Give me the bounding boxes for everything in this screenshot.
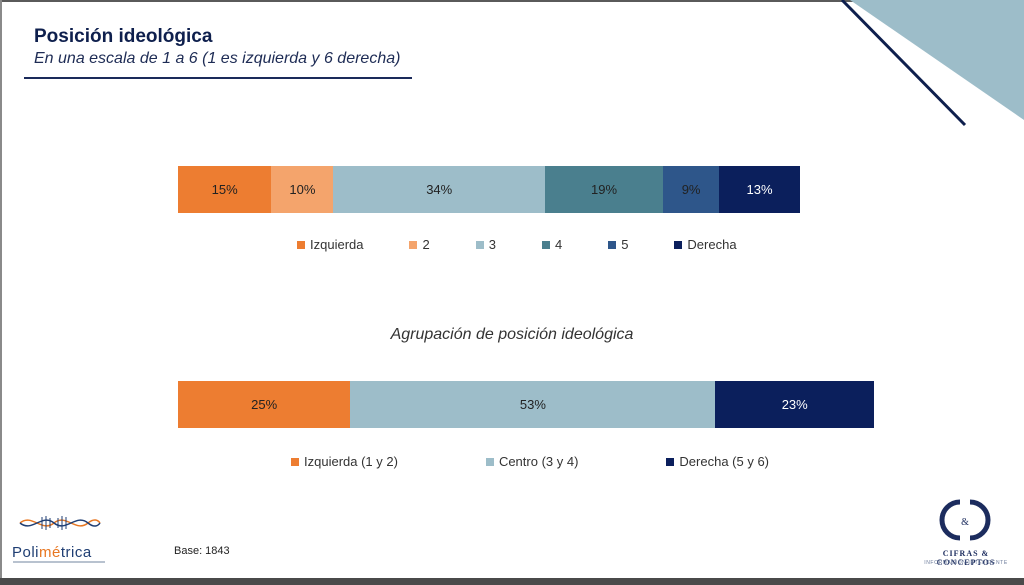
bar-segment-izquierda-1-y-2: 25% xyxy=(178,381,351,428)
window-frame-left xyxy=(0,0,2,585)
bar-segment-derecha-5-y-6: 23% xyxy=(715,381,874,428)
legend-label: Derecha xyxy=(687,237,737,252)
bar-segment-5: 9% xyxy=(663,166,720,213)
data-label: 9% xyxy=(681,182,701,197)
data-label: 34% xyxy=(426,182,453,197)
legend-label: Derecha (5 y 6) xyxy=(679,454,770,469)
svg-text:&: & xyxy=(961,517,969,528)
legend-item: 2 xyxy=(409,237,430,252)
legend-label: 2 xyxy=(422,237,430,252)
data-label: 25% xyxy=(251,397,278,412)
bar-segment-centro-3-y-4: 53% xyxy=(350,381,716,428)
data-label: 23% xyxy=(781,397,808,412)
title-underline xyxy=(24,77,412,79)
legend-item: 4 xyxy=(541,237,563,252)
data-label: 19% xyxy=(591,182,618,197)
data-label: 53% xyxy=(519,397,546,412)
legend-item: 3 xyxy=(475,237,496,252)
grouping-stacked-bar: 25% 53% 23% xyxy=(178,381,874,428)
window-frame-bottom xyxy=(0,578,1024,585)
data-label: 10% xyxy=(289,182,316,197)
data-label: 15% xyxy=(211,182,238,197)
window-frame-top xyxy=(0,0,1024,2)
legend-swatch xyxy=(475,240,484,249)
bar-segment-4: 19% xyxy=(544,166,664,213)
bar-segment-izquierda: 15% xyxy=(178,166,272,213)
scale-stacked-bar: 15% 10% 34% 19% 9% 13% xyxy=(178,166,800,213)
legend-swatch xyxy=(666,457,675,466)
cifras-conceptos-logo-icon: & xyxy=(939,499,991,541)
legend-swatch xyxy=(674,240,683,249)
page-title: Posición ideológica xyxy=(34,26,213,47)
legend-label: Centro (3 y 4) xyxy=(498,454,579,469)
legend-item: Izquierda (1 y 2) xyxy=(291,454,398,469)
page-subtitle: En una escala de 1 a 6 (1 es izquierda y… xyxy=(34,50,401,67)
grouping-chart-title: Agrupación de posición ideológica xyxy=(390,326,634,343)
bar-segment-2: 10% xyxy=(271,166,334,213)
corner-diagonal-line xyxy=(840,0,967,127)
data-label: 13% xyxy=(746,182,773,197)
legend-label: Izquierda (1 y 2) xyxy=(304,454,398,469)
legend-swatch xyxy=(608,240,617,249)
legend-swatch xyxy=(291,457,299,466)
legend-item: Izquierda xyxy=(297,237,363,252)
legend-item: Derecha xyxy=(674,237,737,252)
base-note: Base: 1843 xyxy=(174,545,230,557)
cifras-conceptos-tagline: INFORMACIÓN INTELIGENTE xyxy=(924,560,1008,566)
legend-swatch xyxy=(541,240,550,249)
legend-label: 5 xyxy=(621,237,629,252)
legend-item: Derecha (5 y 6) xyxy=(666,454,769,469)
legend-label: 3 xyxy=(488,237,496,252)
legend-item: 5 xyxy=(608,237,628,252)
legend-swatch xyxy=(485,457,494,466)
cifras-conceptos-name: CIFRAS & CONCEPTOS xyxy=(936,549,996,567)
legend-swatch xyxy=(409,240,418,249)
scale-legend: Izquierda 2 3 4 5 Derecha xyxy=(297,237,737,252)
bar-segment-derecha: 13% xyxy=(719,166,800,213)
bar-segment-3: 34% xyxy=(333,166,545,213)
grouping-legend: Izquierda (1 y 2) Centro (3 y 4) Derecha (… xyxy=(291,454,769,469)
legend-label: Izquierda xyxy=(310,237,364,252)
legend-item: Centro (3 y 4) xyxy=(485,454,579,469)
polimetrica-logo: Polimétrica xyxy=(12,544,92,561)
legend-swatch xyxy=(297,240,305,249)
polimetrica-dna-icon xyxy=(19,516,101,530)
legend-label: 4 xyxy=(554,237,563,252)
polimetrica-logo-underline xyxy=(13,561,105,563)
corner-triangle xyxy=(850,0,1024,120)
